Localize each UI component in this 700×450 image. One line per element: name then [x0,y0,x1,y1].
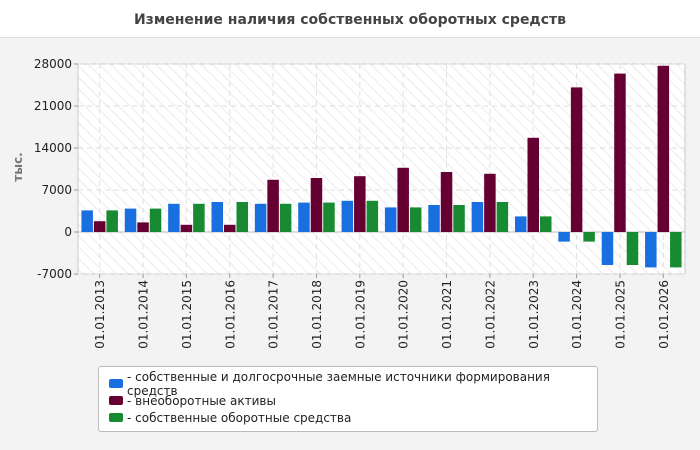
bar [384,207,397,232]
bar [254,203,267,232]
bar [409,207,422,232]
y-tick-label: -7000 [37,267,72,281]
bar [93,221,106,232]
bar [341,200,354,232]
bar [484,173,496,232]
bar [453,205,465,232]
bar [471,202,484,232]
bar [323,202,335,232]
chart-title: Изменение наличия собственных оборотных … [133,12,567,28]
x-tick-label: 01.01.2014 [137,280,151,349]
legend-label: - внеоборотные активы [127,393,276,408]
legend-swatch [109,396,123,405]
bar [540,216,552,232]
x-tick-label: 01.01.2021 [440,280,454,349]
bar [626,232,639,265]
bar [279,203,292,232]
bar [236,202,248,232]
bar [124,208,137,232]
bar [168,203,180,232]
bar [193,203,205,232]
x-tick-label: 01.01.2022 [483,280,497,349]
bar [515,216,527,232]
legend-label: - собственные и долгосрочные заемные ист… [127,369,550,398]
bar [298,202,310,232]
bar [657,65,670,232]
bar [527,137,539,232]
bar [224,224,236,232]
bar [670,232,682,268]
bars [81,65,682,268]
bar [496,202,509,232]
bar [149,208,162,232]
bar [180,224,193,232]
x-tick-label: 01.01.2019 [353,280,367,349]
bar [558,232,570,242]
x-tick-label: 01.01.2015 [180,280,194,349]
bar [583,232,595,242]
bar [601,232,614,265]
bar [81,210,93,232]
x-tick-label: 01.01.2026 [657,280,671,349]
y-axis-ticks: -7000 0 7000 14000 21000 28000 [34,57,78,281]
bar [440,172,453,232]
x-tick-label: 01.01.2025 [613,280,627,349]
bar [137,222,149,232]
legend: - собственные и долгосрочные заемные ист… [98,366,598,432]
legend-item: - внеоборотные активы [109,392,597,409]
y-tick-label: 7000 [41,183,72,197]
bar [397,167,409,232]
bar [106,210,118,232]
bar [354,176,366,232]
bar [211,202,223,232]
x-tick-label: 01.01.2013 [93,280,107,349]
legend-swatch [109,379,123,388]
bar [267,179,279,232]
bar [428,205,440,232]
x-axis-ticks: 01.01.2013 01.01.2014 01.01.2015 01.01.2016… [93,274,671,349]
y-tick-label: 0 [64,225,72,239]
x-tick-label: 01.01.2023 [527,280,541,349]
bar [366,200,379,232]
bar [614,73,626,232]
legend-item: - собственные и долгосрочные заемные ист… [109,370,597,398]
legend-swatch [109,413,123,422]
y-axis-label: тыс. [11,152,25,181]
x-tick-label: 01.01.2018 [310,280,324,349]
y-tick-label: 21000 [34,99,72,113]
plot-area [77,63,686,275]
x-tick-label: 01.01.2020 [397,280,411,349]
x-tick-label: 01.01.2016 [223,280,237,349]
bar [645,232,657,268]
legend-label: - собственные оборотные средства [127,410,352,425]
x-tick-label: 01.01.2017 [267,280,281,349]
x-tick-label: 01.01.2024 [570,280,584,349]
legend-item: - собственные оборотные средства [109,409,597,426]
y-tick-label: 28000 [34,57,72,71]
bar [570,87,583,233]
y-tick-label: 14000 [34,141,72,155]
bar [310,178,323,232]
